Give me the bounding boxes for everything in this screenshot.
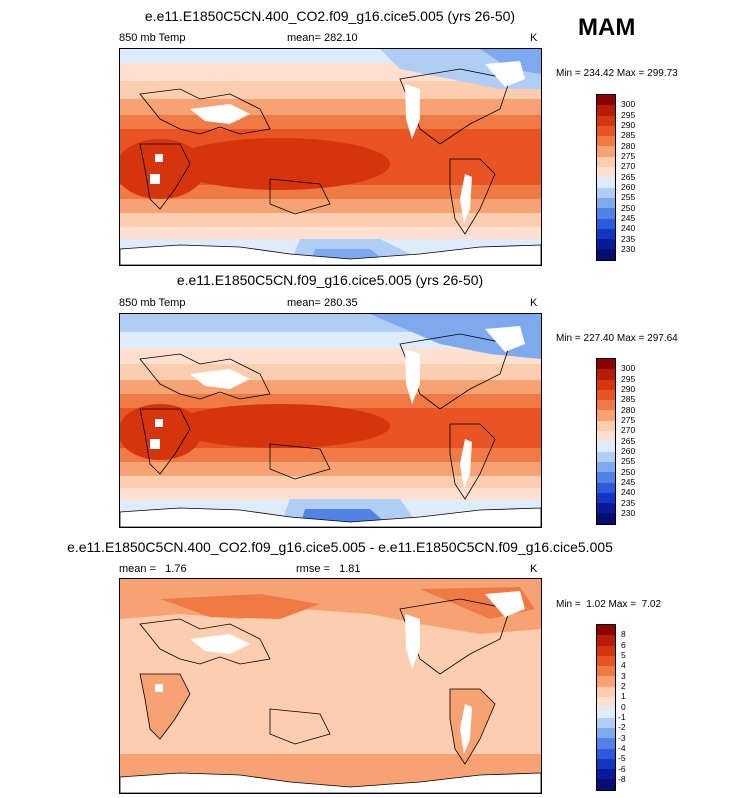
colorbar-label: 230 [621,244,636,254]
colorbar-label: 240 [621,223,636,233]
panel-1-variable: 850 mb Temp [119,32,186,44]
colorbar-label: 235 [621,234,636,244]
panel-2-minmax: Min = 227.40 Max = 297.64 [556,333,678,344]
colorbar-label: 255 [621,456,636,466]
panel-3-minmax: Min = 1.02 Max = 7.02 [556,599,662,610]
colorbar-label: 255 [621,192,636,202]
panel-2-mean: mean= 280.35 [287,297,358,309]
colorbar-label: 6 [621,640,626,650]
colorbar-label: 8 [621,629,626,639]
panel-1-units: K [530,32,538,44]
colorbar-label: -4 [618,743,626,753]
panel-1-minmax: Min = 234.42 Max = 299.73 [556,68,678,79]
panel-2-variable: 850 mb Temp [119,297,186,309]
colorbar-label: -1 [618,712,626,722]
colorbar-label: 235 [621,498,636,508]
colorbar-label: 0 [621,702,626,712]
colorbar-label: 285 [621,394,636,404]
colorbar-label: 245 [621,213,636,223]
panel-1-mean: mean= 282.10 [287,32,358,44]
colorbar-label: 280 [621,405,636,415]
colorbar-label: 275 [621,151,636,161]
colorbar-label: 250 [621,467,636,477]
colorbar-label: 270 [621,425,636,435]
panel-2-colorbar [596,358,616,525]
colorbar-label: 250 [621,203,636,213]
colorbar-label: 265 [621,172,636,182]
colorbar-label: 260 [621,446,636,456]
panel-3-colorbar [596,624,616,791]
colorbar-label: 5 [621,650,626,660]
colorbar-label: 300 [621,363,636,373]
panel-1-colorbar [596,94,616,261]
colorbar-label: 1 [621,691,626,701]
colorbar-label: 295 [621,110,636,120]
colorbar-label: 3 [621,671,626,681]
colorbar-label: 290 [621,384,636,394]
panel-2-map [119,313,542,528]
colorbar-label: 270 [621,161,636,171]
colorbar-label: 245 [621,477,636,487]
panel-2-units: K [530,297,538,309]
colorbar-label: -8 [618,774,626,784]
panel-3-title: e.e11.E1850C5CN.400_CO2.f09_g16.cice5.00… [67,539,613,555]
panel-1-map [119,48,542,266]
colorbar-label: -6 [618,764,626,774]
colorbar-label: 275 [621,415,636,425]
colorbar-label: 265 [621,436,636,446]
colorbar-label: 300 [621,99,636,109]
colorbar-label: -2 [618,722,626,732]
panel-3-rmse: rmse = 1.81 [296,563,361,575]
panel-1-title: e.e11.E1850C5CN.400_CO2.f09_g16.cice5.00… [144,8,516,24]
colorbar-label: -3 [618,733,626,743]
colorbar-label: 260 [621,182,636,192]
colorbar-label: 2 [621,681,626,691]
colorbar-label: 290 [621,120,636,130]
colorbar-label: 4 [621,660,626,670]
colorbar-label: 240 [621,487,636,497]
panel-3-units: K [530,563,538,575]
season-label: MAM [578,14,636,41]
colorbar-label: 280 [621,141,636,151]
panel-3-map [119,578,542,794]
colorbar-label: 285 [621,130,636,140]
panel-2-title: e.e11.E1850C5CN.f09_g16.cice5.005 (yrs 2… [176,272,484,288]
colorbar-label: -5 [618,753,626,763]
colorbar-label: 230 [621,508,636,518]
colorbar-label: 295 [621,374,636,384]
panel-3-mean: mean = 1.76 [119,563,187,575]
